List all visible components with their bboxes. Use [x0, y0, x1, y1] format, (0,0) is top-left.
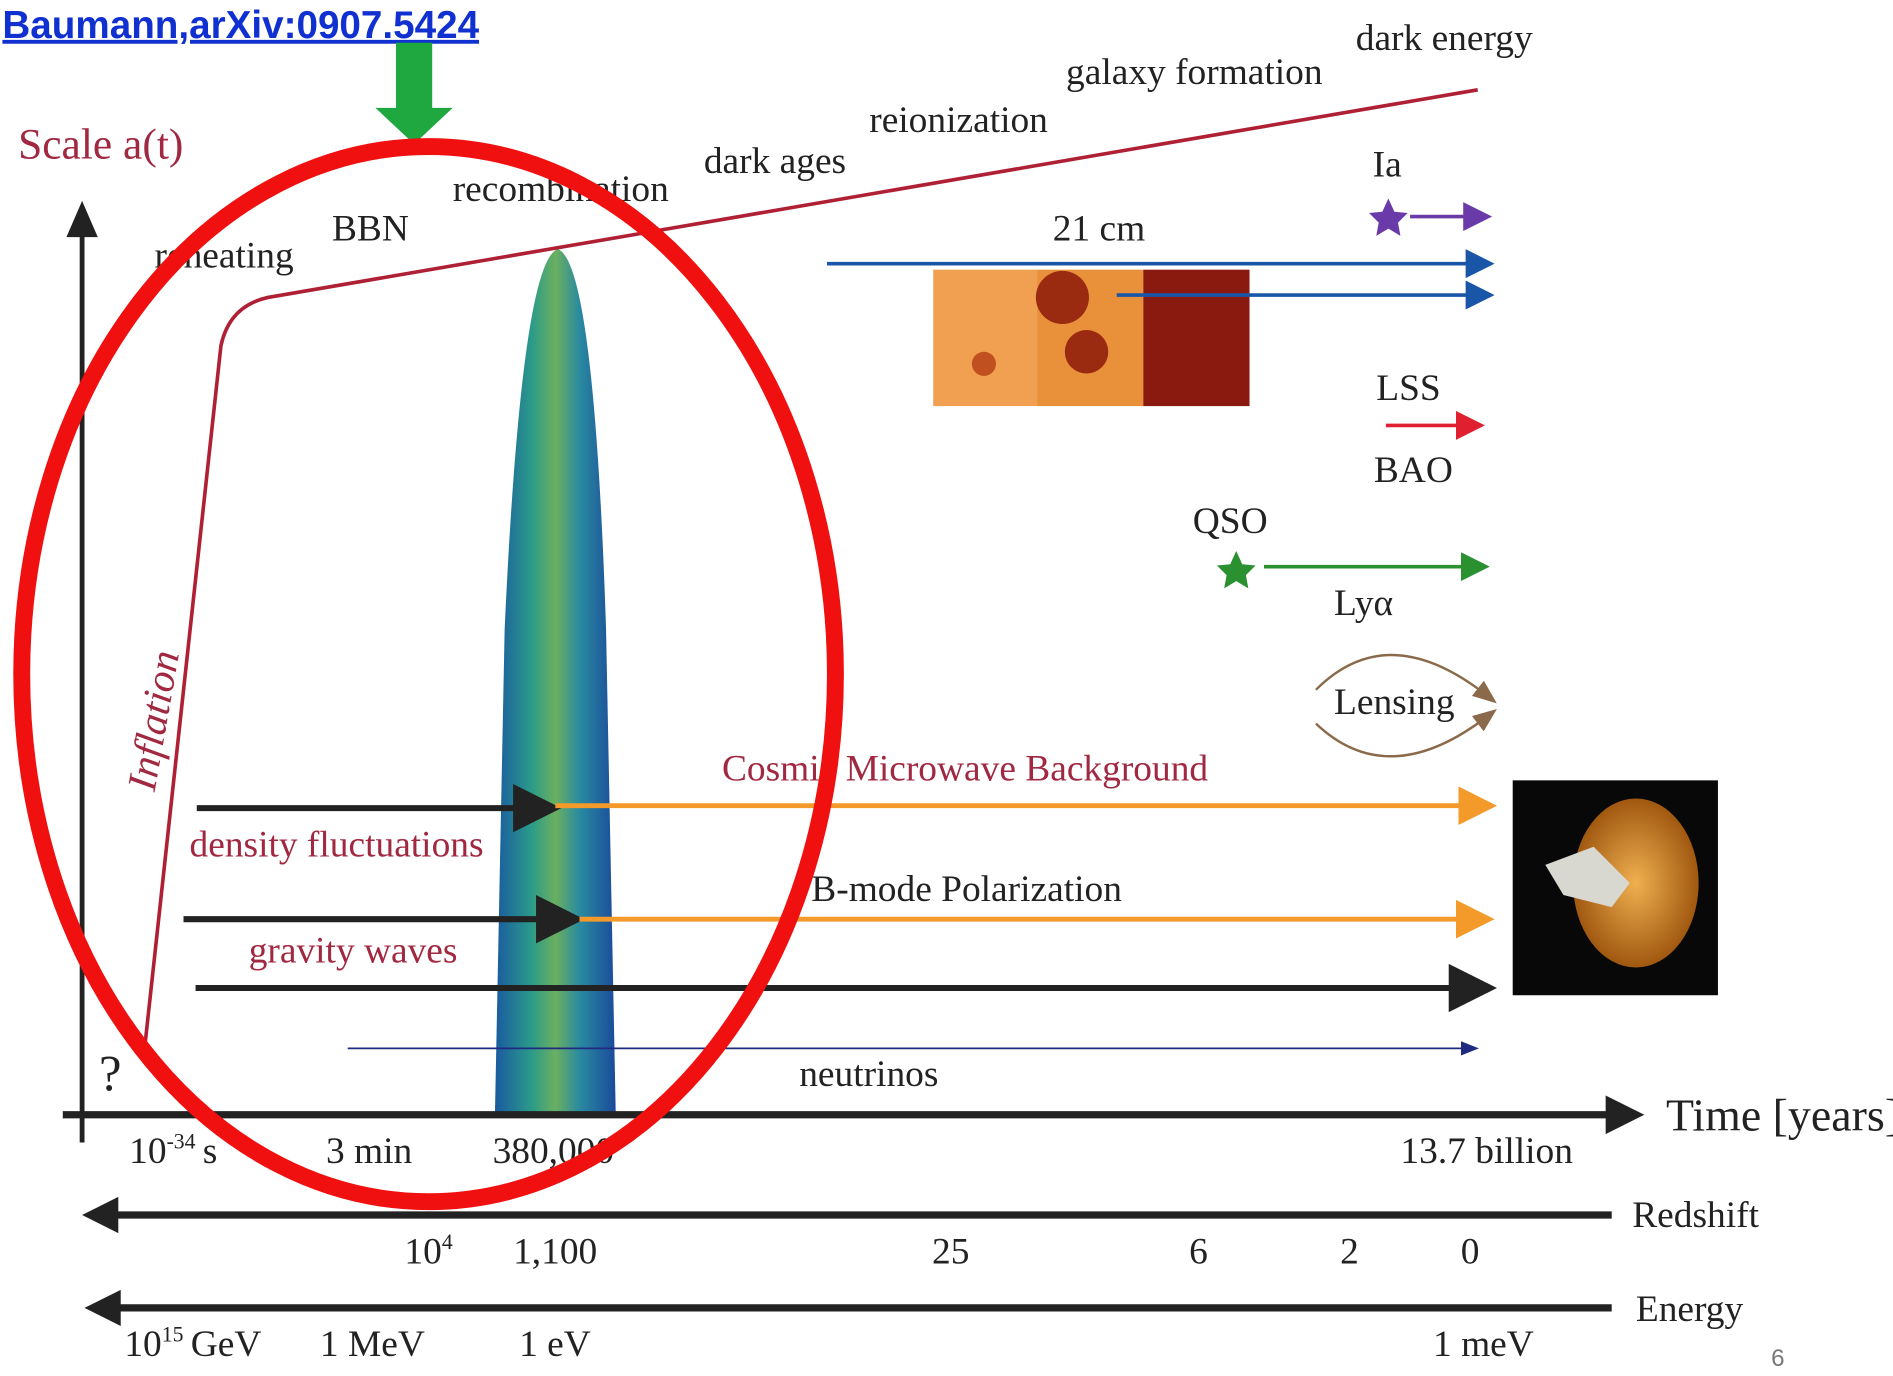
tick-label: 25: [932, 1231, 969, 1272]
probe-label: B-mode Polarization: [811, 869, 1122, 910]
tick-label: 6: [1189, 1231, 1208, 1272]
tick-sup: -34: [167, 1130, 196, 1154]
green-arrow: [375, 43, 452, 144]
tick-base: 10: [129, 1131, 166, 1172]
diagram: Baumann,arXiv:0907.5424 Scale a(t) rehea…: [0, 0, 1893, 1376]
axis-label: Energy: [1636, 1289, 1744, 1330]
tick-unit: GeV: [191, 1324, 262, 1365]
tick-label: 3 min: [326, 1131, 413, 1172]
star: [1369, 198, 1408, 235]
probe-label: Lensing: [1334, 682, 1455, 723]
page-number: 6: [1771, 1345, 1784, 1372]
probe-label: BAO: [1374, 450, 1453, 491]
scale-label: Scale a(t): [18, 121, 183, 169]
tick-label: 1015 GeV: [124, 1323, 261, 1365]
tick-unit: s: [203, 1131, 218, 1172]
probe-label: 21 cm: [1053, 209, 1145, 250]
tick-label: 1 eV: [519, 1324, 591, 1365]
epoch: dark energy: [1356, 18, 1533, 59]
epoch: BBN: [332, 209, 409, 250]
page: {"header":{"citation":"Baumann,arXiv:090…: [0, 0, 1893, 1376]
axis-head: [85, 1290, 121, 1326]
reionization-maps: [933, 270, 1249, 406]
tick-base: 10: [404, 1231, 441, 1272]
inflation-label: Inflation: [118, 647, 188, 795]
axis-head: [82, 1197, 118, 1233]
probe-label: LSS: [1376, 368, 1440, 409]
tick-label: 13.7 billion: [1400, 1131, 1573, 1172]
star: [1217, 551, 1256, 588]
tick-base: 10: [124, 1324, 161, 1365]
satellite-image: [1513, 780, 1718, 995]
tick-label: 1,100: [513, 1231, 597, 1272]
citation-link[interactable]: Baumann,arXiv:0907.5424: [2, 4, 479, 47]
probe-label: QSO: [1193, 501, 1268, 542]
probe-label: Cosmic Microwave Background: [722, 748, 1208, 789]
tick-label: 104: [404, 1230, 452, 1272]
tick-label: 2: [1340, 1231, 1359, 1272]
tick-label: 0: [1461, 1231, 1480, 1272]
tick-label: 1 meV: [1433, 1324, 1534, 1365]
probe-label: neutrinos: [799, 1054, 938, 1095]
tick-label: 1 MeV: [320, 1324, 425, 1365]
axis-label: Redshift: [1632, 1195, 1759, 1236]
epoch: reionization: [869, 100, 1048, 141]
axis-head: [66, 201, 97, 237]
tick-sup: 15: [162, 1323, 184, 1347]
cmb-map: [495, 249, 616, 1112]
epoch: galaxy formation: [1066, 52, 1323, 93]
probe-label: gravity waves: [249, 931, 458, 972]
probe-label: Lyα: [1334, 583, 1393, 624]
tick-sup: 4: [442, 1230, 453, 1254]
axis-head: [1606, 1095, 1645, 1134]
axis-label: Time [years]: [1666, 1089, 1893, 1140]
probe-label: Ia: [1373, 145, 1402, 186]
probe-label: density fluctuations: [190, 824, 484, 865]
tick-label: 10-34 s: [129, 1130, 217, 1172]
origin-mark: ?: [99, 1046, 122, 1102]
epoch: dark ages: [704, 141, 846, 182]
